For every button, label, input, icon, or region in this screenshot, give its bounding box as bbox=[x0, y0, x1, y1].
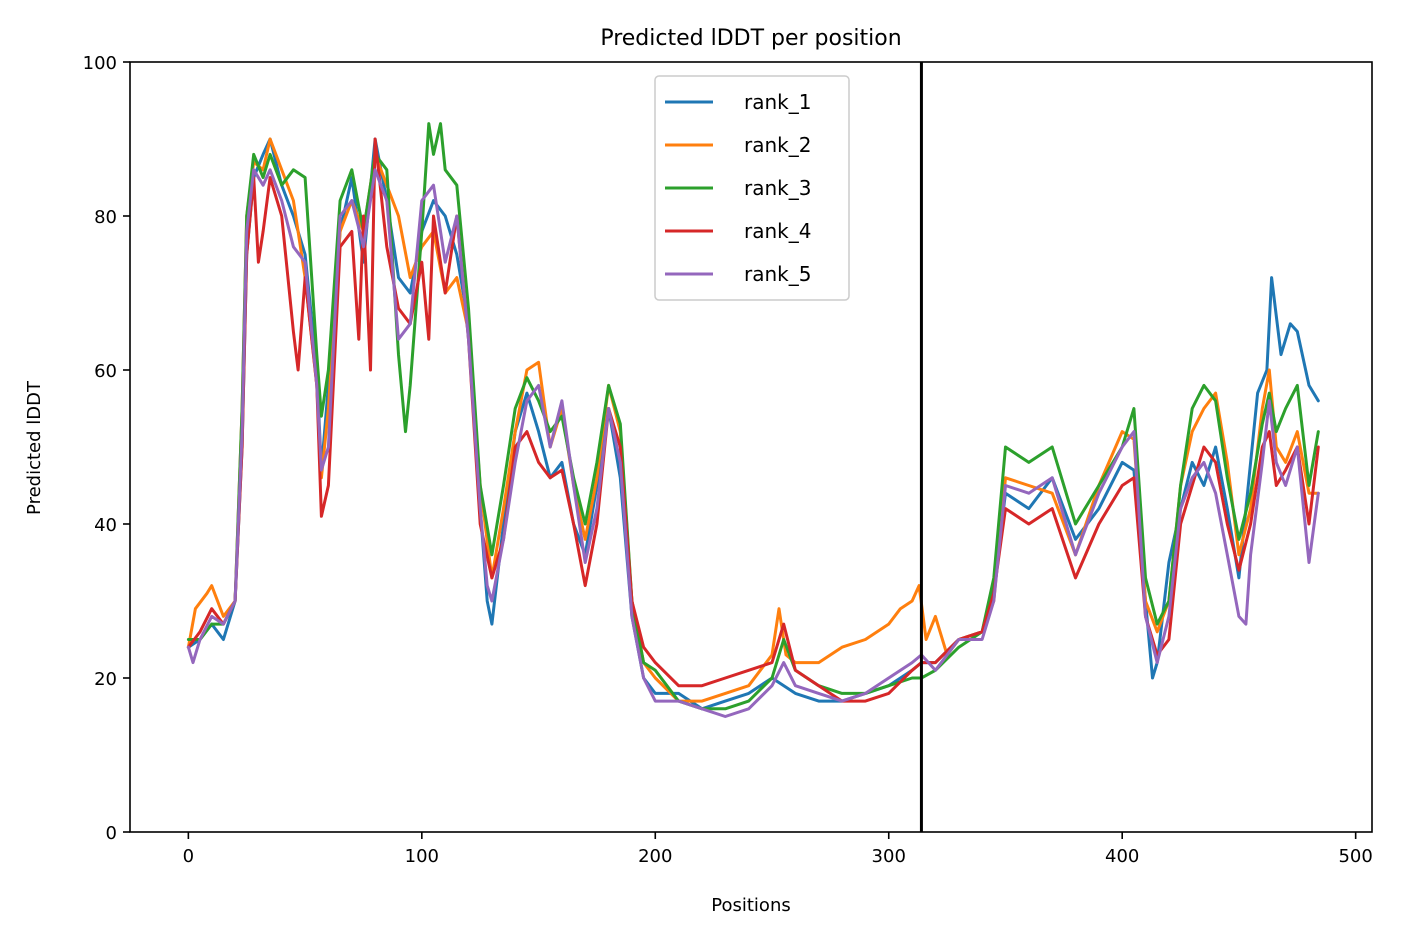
plot-series-group bbox=[186, 122, 1320, 718]
x-tick-label: 200 bbox=[638, 846, 672, 867]
x-tick-label: 300 bbox=[872, 846, 906, 867]
legend: rank_1 rank_2 rank_3 rank_4 rank_5 bbox=[654, 75, 850, 301]
legend-label-rank-2: rank_2 bbox=[744, 133, 811, 157]
y-tick-label: 0 bbox=[106, 823, 117, 844]
y-tick-label: 100 bbox=[83, 53, 117, 74]
y-tick-label: 60 bbox=[94, 361, 117, 382]
plot-frame bbox=[129, 61, 1373, 833]
y-tick-label: 80 bbox=[94, 207, 117, 228]
legend-label-rank-4: rank_4 bbox=[744, 219, 811, 243]
y-axis-label: Predicted lDDT bbox=[24, 380, 45, 515]
series-line-rank-5 bbox=[186, 168, 1320, 718]
x-tick-label: 100 bbox=[405, 846, 439, 867]
y-tick-label: 20 bbox=[94, 669, 117, 690]
y-tick-label: 40 bbox=[94, 515, 117, 536]
legend-label-rank-1: rank_1 bbox=[744, 90, 811, 114]
chart-title: Predicted lDDT per position bbox=[600, 26, 901, 51]
x-axis-label: Positions bbox=[711, 895, 790, 916]
x-tick-label: 0 bbox=[183, 846, 194, 867]
legend-box bbox=[654, 75, 850, 301]
x-tick-label: 500 bbox=[1338, 846, 1372, 867]
x-tick-label: 400 bbox=[1105, 846, 1139, 867]
legend-label-rank-5: rank_5 bbox=[744, 262, 811, 286]
axes-group: 0 100 200 300 400 500 0 20 40 60 80 100 bbox=[83, 53, 1373, 867]
legend-label-rank-3: rank_3 bbox=[744, 176, 811, 200]
